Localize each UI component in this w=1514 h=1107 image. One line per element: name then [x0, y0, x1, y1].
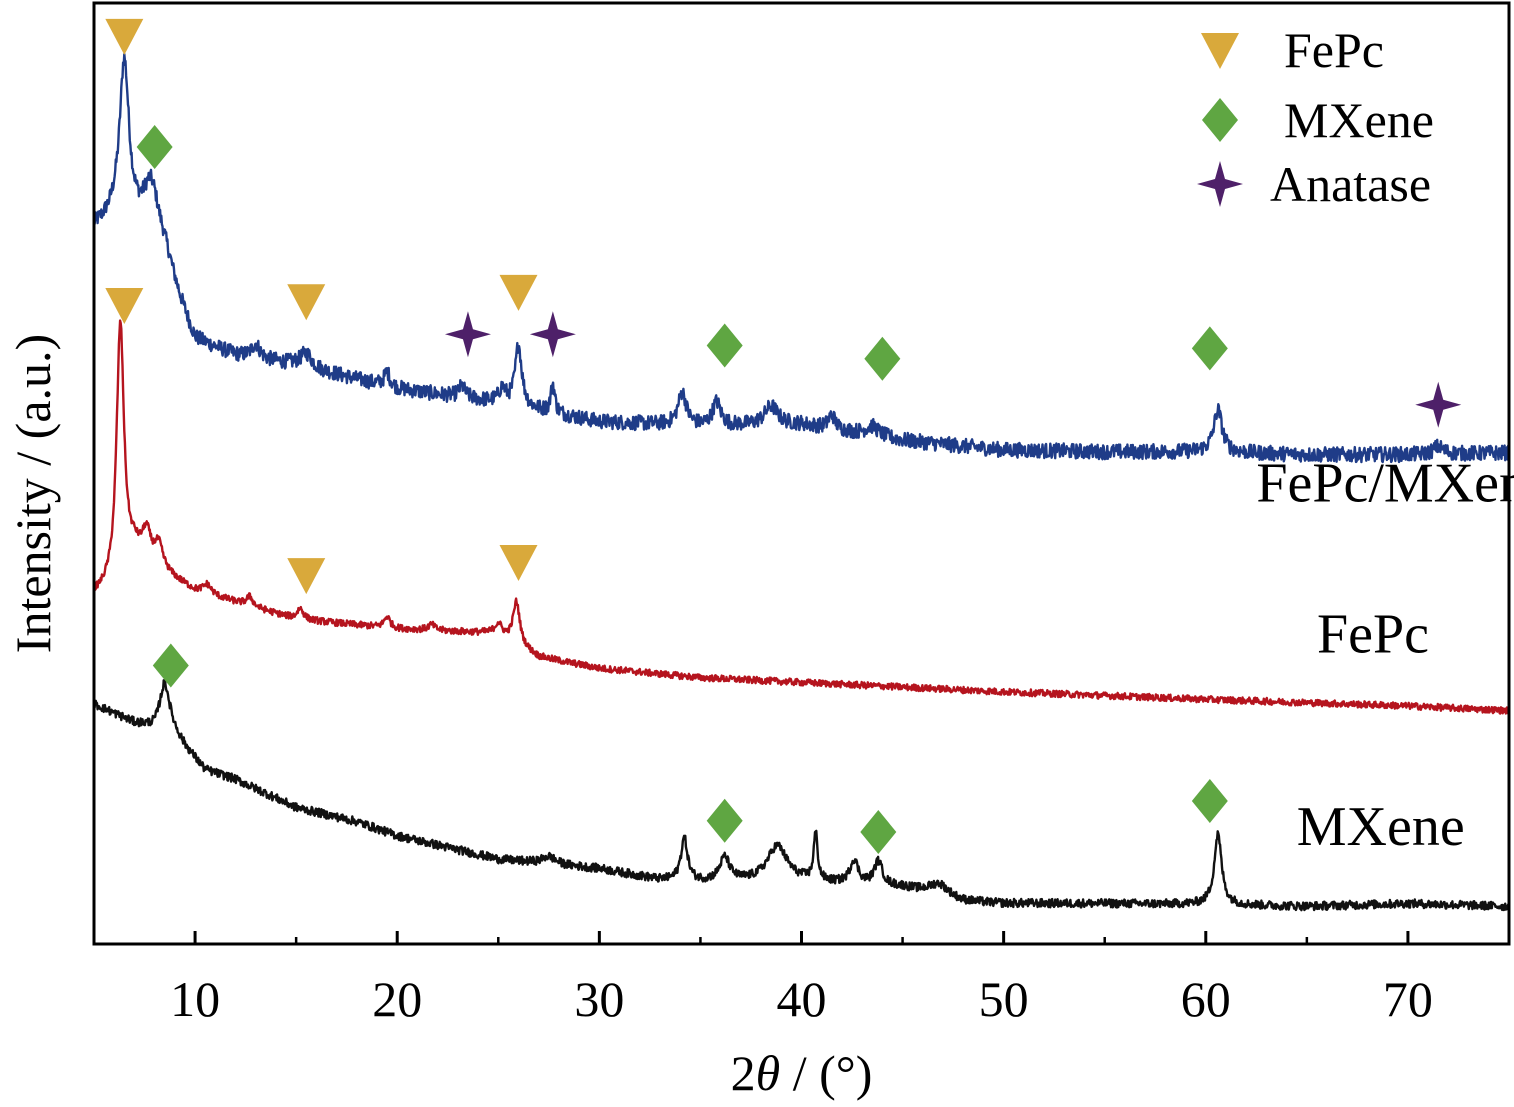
triangle-down-marker: [105, 18, 144, 55]
x-tick-label-30: 30: [574, 971, 624, 1027]
x-tick-label-10: 10: [170, 971, 220, 1027]
x-axis-title-prefix: 2: [731, 1045, 756, 1101]
x-tick-label-70: 70: [1383, 971, 1433, 1027]
diamond-marker: [864, 336, 901, 381]
legend-label-anatase: Anatase: [1270, 156, 1431, 212]
x-axis-title: 2θ / (°): [731, 1045, 873, 1101]
diamond-marker: [1191, 326, 1228, 371]
series-curves: [92, 52, 1510, 912]
diamond-marker: [706, 798, 743, 843]
x-tick-label-60: 60: [1181, 971, 1231, 1027]
peak-markers: [105, 18, 1462, 855]
x-axis-title-theta: θ: [756, 1045, 781, 1101]
series-line-fepc-mxene: [92, 52, 1510, 464]
x-tick-label-20: 20: [372, 971, 422, 1027]
series-line-mxene: [92, 679, 1510, 912]
star4-marker: [1415, 381, 1462, 428]
legend-label-fepc: FePc: [1284, 22, 1384, 78]
legend: FePc MXene Anatase: [1197, 22, 1434, 212]
diamond-marker: [860, 810, 897, 855]
diamond-marker: [136, 124, 173, 169]
diamond-marker: [706, 323, 743, 368]
series-line-fepc: [92, 319, 1510, 715]
triangle-down-marker: [287, 558, 326, 595]
series-label-fepc: FePc: [1317, 603, 1429, 665]
series-label-fepc-mxene: FePc/MXene: [1256, 453, 1514, 515]
legend-triangle-down-icon: [1201, 33, 1239, 69]
diamond-marker: [1191, 778, 1228, 823]
triangle-down-marker: [499, 544, 538, 581]
series-labels: FePc/MXene FePc MXene: [1256, 453, 1514, 858]
x-tick-label-50: 50: [979, 971, 1029, 1027]
diamond-marker: [152, 643, 189, 688]
star4-marker: [444, 311, 491, 358]
y-axis-title: Intensity / (a.u.): [5, 334, 61, 653]
triangle-down-marker: [499, 274, 538, 311]
x-tick-label-40: 40: [777, 971, 827, 1027]
star4-marker: [529, 311, 576, 358]
triangle-down-marker: [105, 288, 144, 325]
legend-star4-icon: [1197, 161, 1243, 207]
triangle-down-marker: [287, 284, 326, 321]
legend-diamond-icon: [1202, 98, 1238, 142]
x-axis-title-unit: / (°): [780, 1045, 872, 1101]
legend-label-mxene: MXene: [1284, 92, 1434, 148]
series-label-mxene: MXene: [1297, 796, 1465, 858]
x-axis-ticks: 10 20 30 40 50 60 70: [170, 931, 1433, 1027]
